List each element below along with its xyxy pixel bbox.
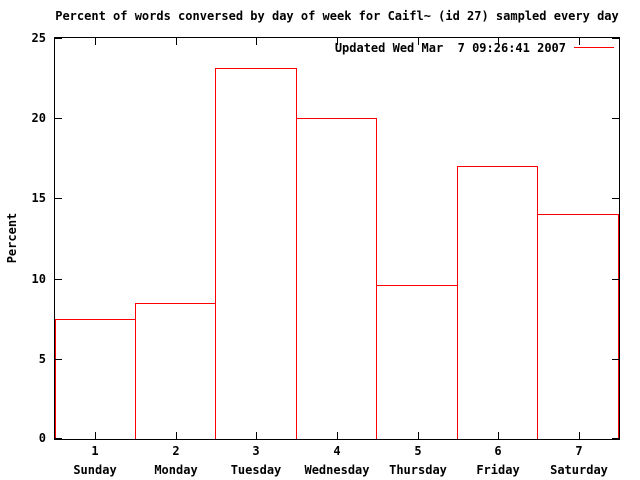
x-tick-label: 1 [91,444,99,458]
x-tick-top [579,38,580,45]
x-tick-bottom [498,432,499,439]
x-tick-label: 4 [333,444,341,458]
x-tick-top [176,38,177,45]
legend-label: Updated Wed Mar 7 09:26:41 2007 [334,40,566,55]
x-tick-label: 6 [494,444,502,458]
x-category-label: Friday [476,463,520,477]
y-tick-left [55,438,62,439]
y-tick-right [612,198,619,199]
y-tick-label: 10 [31,272,46,286]
x-category-label: Sunday [73,463,117,477]
bar-wednesday [296,118,377,439]
x-tick-bottom [337,432,338,439]
bar-sunday [55,319,136,439]
y-tick-label: 5 [38,352,46,366]
x-category-label: Monday [154,463,198,477]
x-tick-label: 5 [414,444,422,458]
bar-friday [457,166,538,439]
x-tick-top [256,38,257,45]
x-category-label: Wednesday [304,463,370,477]
legend: Updated Wed Mar 7 09:26:41 2007 [334,40,614,55]
bar-tuesday [215,68,297,439]
x-tick-label: 3 [252,444,260,458]
x-tick-bottom [95,432,96,439]
legend-line-sample [574,47,614,48]
x-tick-bottom [176,432,177,439]
y-tick-right [612,279,619,280]
y-tick-right [612,438,619,439]
bar-saturday [537,214,619,439]
x-tick-bottom [579,432,580,439]
y-tick-label: 25 [31,31,46,45]
y-tick-left [55,118,62,119]
plot-area: Updated Wed Mar 7 09:26:41 2007 [54,37,620,440]
y-tick-left [55,359,62,360]
x-tick-bottom [256,432,257,439]
x-tick-top [418,38,419,45]
y-tick-label: 0 [38,431,46,445]
y-tick-label: 20 [31,111,46,125]
x-category-label: Tuesday [230,463,282,477]
x-category-label: Thursday [389,463,447,477]
y-tick-right [612,359,619,360]
y-tick-left [55,38,62,39]
y-tick-left [55,198,62,199]
y-tick-right [612,38,619,39]
chart-title: Percent of words conversed by day of wee… [55,9,619,23]
x-tick-top [337,38,338,45]
x-tick-label: 7 [575,444,583,458]
y-tick-label: 15 [31,191,46,205]
x-tick-label: 2 [172,444,180,458]
bar-monday [135,303,216,439]
y-tick-left [55,279,62,280]
bar-thursday [376,285,458,439]
x-tick-top [95,38,96,45]
y-tick-right [612,118,619,119]
x-tick-bottom [418,432,419,439]
x-tick-top [498,38,499,45]
y-axis-label: Percent [5,212,19,264]
x-category-label: Saturday [550,463,608,477]
